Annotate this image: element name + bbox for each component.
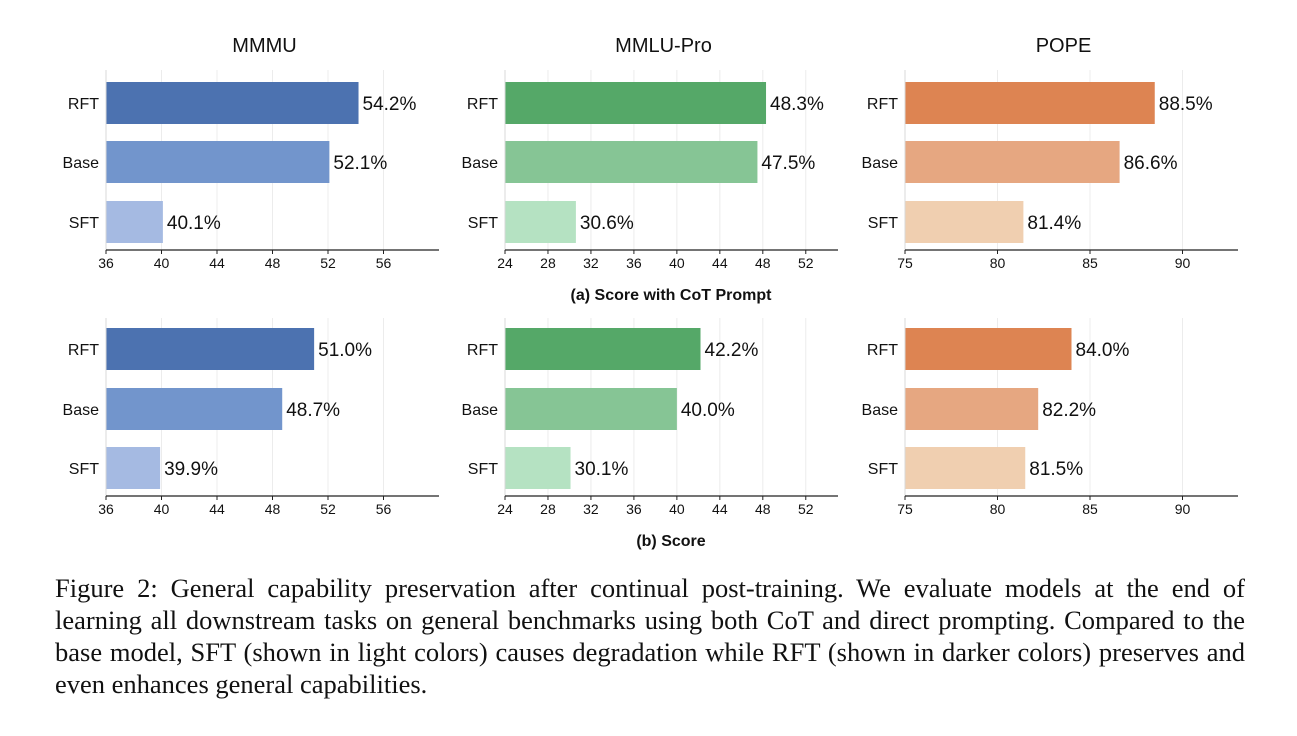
value-label: 81.5% — [1029, 459, 1083, 480]
category-label: RFT — [68, 342, 99, 359]
value-label: 30.1% — [575, 459, 629, 480]
panel-title: POPE — [1036, 35, 1092, 57]
x-tick-label: 52 — [798, 255, 814, 271]
category-label: Base — [462, 402, 499, 419]
bar — [106, 328, 315, 370]
value-label: 39.9% — [164, 459, 218, 480]
bar — [106, 141, 330, 183]
bar — [106, 388, 283, 430]
bar — [505, 388, 677, 430]
category-label: RFT — [867, 342, 898, 359]
x-tick-label: 52 — [320, 501, 336, 517]
category-label: Base — [862, 155, 899, 172]
value-label: 81.4% — [1027, 213, 1081, 234]
x-tick-label: 80 — [990, 255, 1006, 271]
x-tick-label: 48 — [265, 501, 281, 517]
category-label: Base — [862, 402, 899, 419]
x-tick-label: 52 — [320, 255, 336, 271]
panel-title: MMLU-Pro — [615, 35, 712, 57]
bar — [505, 447, 571, 489]
bar — [505, 201, 576, 243]
panel-title: MMMU — [232, 35, 296, 57]
category-label: Base — [63, 155, 100, 172]
category-label: Base — [63, 402, 100, 419]
category-label: RFT — [467, 96, 498, 113]
x-tick-label: 90 — [1175, 501, 1191, 517]
benchmark-figure: 54.2% RFT 52.1% Base 40.1% SFT 36 40 44 48 52 56 MMM… — [63, 35, 1238, 550]
category-label: SFT — [468, 461, 498, 478]
x-tick-label: 32 — [583, 255, 599, 271]
x-tick-label: 40 — [154, 501, 170, 517]
bar — [505, 82, 767, 124]
category-label: RFT — [467, 342, 498, 359]
row-caption: (a) Score with CoT Prompt — [571, 287, 773, 304]
bar — [905, 328, 1072, 370]
value-label: 40.0% — [681, 400, 735, 421]
category-label: SFT — [69, 461, 99, 478]
bar — [106, 201, 163, 243]
value-label: 48.7% — [286, 400, 340, 421]
category-label: RFT — [68, 96, 99, 113]
x-tick-label: 36 — [98, 501, 114, 517]
x-tick-label: 48 — [265, 255, 281, 271]
bar — [905, 82, 1155, 124]
x-tick-label: 40 — [669, 255, 685, 271]
value-label: 47.5% — [761, 153, 815, 174]
category-label: SFT — [468, 215, 498, 232]
value-label: 51.0% — [318, 340, 372, 361]
bar — [106, 447, 161, 489]
category-label: SFT — [868, 215, 898, 232]
x-tick-label: 90 — [1175, 255, 1191, 271]
x-tick-label: 56 — [376, 255, 392, 271]
x-tick-label: 44 — [712, 501, 728, 517]
bar — [905, 447, 1026, 489]
x-tick-label: 40 — [154, 255, 170, 271]
x-tick-label: 36 — [98, 255, 114, 271]
x-tick-label: 52 — [798, 501, 814, 517]
bar — [505, 328, 701, 370]
x-tick-label: 44 — [209, 501, 225, 517]
row-caption: (b) Score — [636, 533, 705, 550]
bar — [106, 82, 359, 124]
x-tick-label: 85 — [1082, 255, 1098, 271]
figure-caption: Figure 2: General capability preservatio… — [55, 573, 1245, 699]
category-label: RFT — [867, 96, 898, 113]
bar — [505, 141, 758, 183]
x-tick-label: 56 — [376, 501, 392, 517]
bar — [905, 388, 1039, 430]
bar — [905, 201, 1024, 243]
value-label: 30.6% — [580, 213, 634, 234]
x-tick-label: 40 — [669, 501, 685, 517]
value-label: 54.2% — [363, 94, 417, 115]
x-tick-label: 75 — [897, 255, 913, 271]
x-tick-label: 36 — [626, 501, 642, 517]
x-tick-label: 44 — [209, 255, 225, 271]
x-tick-label: 85 — [1082, 501, 1098, 517]
value-label: 88.5% — [1159, 94, 1213, 115]
x-tick-label: 75 — [897, 501, 913, 517]
value-label: 40.1% — [167, 213, 221, 234]
value-label: 82.2% — [1042, 400, 1096, 421]
value-label: 42.2% — [705, 340, 759, 361]
x-tick-label: 80 — [990, 501, 1006, 517]
x-tick-label: 48 — [755, 501, 771, 517]
category-label: SFT — [69, 215, 99, 232]
x-tick-label: 24 — [497, 501, 513, 517]
category-label: SFT — [868, 461, 898, 478]
x-tick-label: 32 — [583, 501, 599, 517]
x-tick-label: 36 — [626, 255, 642, 271]
value-label: 52.1% — [333, 153, 387, 174]
x-tick-label: 28 — [540, 501, 556, 517]
value-label: 48.3% — [770, 94, 824, 115]
bar — [905, 141, 1120, 183]
value-label: 84.0% — [1076, 340, 1130, 361]
x-tick-label: 48 — [755, 255, 771, 271]
value-label: 86.6% — [1124, 153, 1178, 174]
x-tick-label: 44 — [712, 255, 728, 271]
x-tick-label: 24 — [497, 255, 513, 271]
category-label: Base — [462, 155, 499, 172]
x-tick-label: 28 — [540, 255, 556, 271]
